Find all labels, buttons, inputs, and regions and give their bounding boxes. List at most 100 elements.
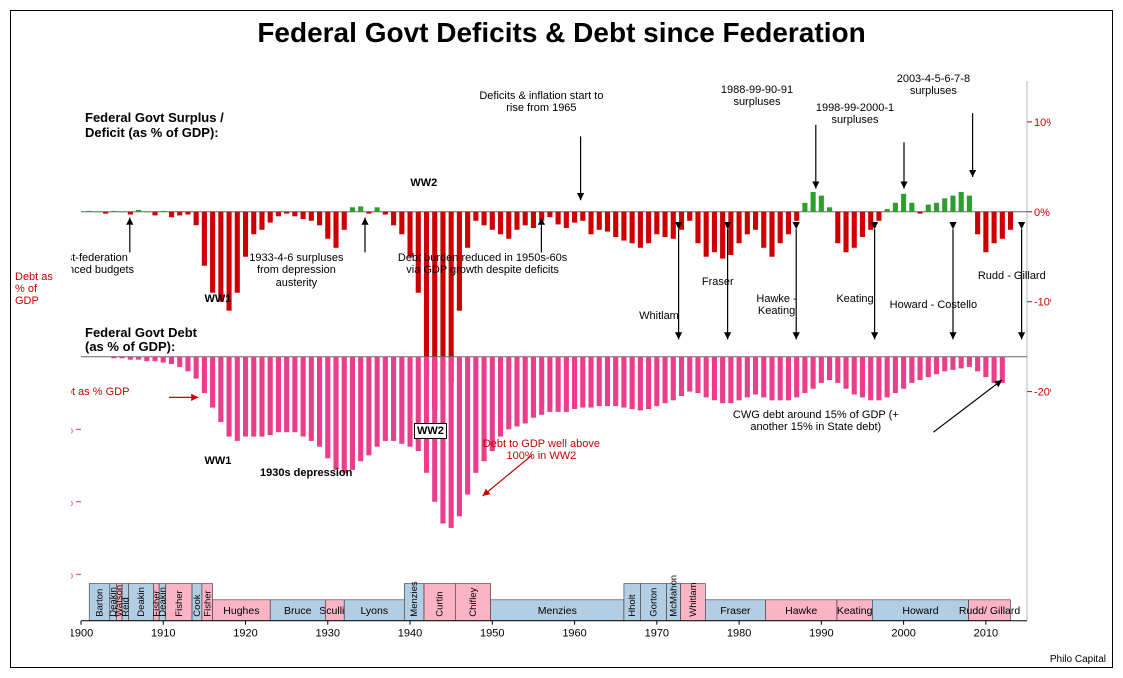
- deficit-bar: [975, 212, 980, 234]
- deficit-bar: [144, 212, 149, 213]
- debt-bar: [720, 357, 725, 403]
- x-axis-label: 1950: [480, 628, 504, 640]
- deficit-bar: [128, 212, 133, 215]
- deficit-bar: [794, 212, 799, 221]
- chart-frame: Federal Govt Deficits & Debt since Feder…: [10, 10, 1113, 668]
- debt-bar: [276, 357, 281, 432]
- deficit-bar: [506, 212, 511, 239]
- debt-bar: [572, 357, 577, 409]
- debt-bar: [539, 357, 544, 415]
- deficit-bar: [276, 212, 281, 216]
- deficit-bar: [819, 196, 824, 212]
- deficit-bar: [605, 212, 610, 232]
- debt-bar: [218, 357, 223, 422]
- debt-bar: [268, 357, 273, 435]
- deficit-bar: [580, 212, 585, 221]
- debt-bar: [514, 357, 519, 427]
- deficit-bar: [597, 212, 602, 230]
- annotation: Keating: [816, 293, 894, 305]
- debt-bar: [531, 357, 536, 418]
- annotation: 1933-4-6 surpluses from depression auste…: [238, 252, 356, 288]
- debt-bar: [1000, 357, 1005, 383]
- debt-bar: [580, 357, 585, 408]
- deficit-bar: [843, 212, 848, 252]
- pm-label: Whitlam: [688, 582, 699, 616]
- pm-label: Hawke: [785, 605, 817, 617]
- debt-bar: [909, 357, 914, 383]
- deficit-bar: [695, 212, 700, 243]
- deficit-bar: [712, 212, 717, 252]
- debt-bar: [185, 357, 190, 372]
- deficit-bar: [301, 212, 306, 219]
- debt-bar: [194, 357, 199, 379]
- deficit-bar: [366, 212, 371, 214]
- debt-bar: [885, 357, 890, 398]
- deficit-bar: [177, 212, 182, 216]
- pm-label: Menzies: [538, 605, 577, 617]
- deficit-bar: [852, 212, 857, 248]
- pm-label: Hughes: [223, 605, 259, 617]
- deficit-bar: [120, 212, 125, 213]
- debt-bar: [819, 357, 824, 383]
- debt-bar: [728, 357, 733, 403]
- annotation: Howard - Costello: [889, 299, 977, 311]
- deficit-bar: [473, 212, 478, 221]
- deficit-bar: [835, 212, 840, 243]
- deficit-bar: [136, 210, 141, 212]
- deficit-bar: [663, 212, 668, 237]
- debt-bar: [564, 357, 569, 412]
- deficit-bar: [152, 212, 157, 216]
- annotation: Debt burden reduced in 1950s-60s via GDP…: [394, 252, 570, 276]
- x-axis-label: 1940: [398, 628, 422, 640]
- deficit-bar: [942, 198, 947, 211]
- annotation: CWG debt around 15% of GDP (+ another 15…: [728, 409, 904, 433]
- debt-bar: [259, 357, 264, 437]
- deficit-bar: [383, 212, 388, 215]
- deficit-bar: [860, 212, 865, 237]
- annotation: WW2: [394, 177, 453, 189]
- debt-bar: [309, 357, 314, 441]
- debt-bar: [704, 357, 709, 398]
- svg-text:(as % of GDP):: (as % of GDP):: [85, 339, 175, 354]
- deficit-subtitle: Federal Govt Surplus /: [85, 110, 224, 125]
- deficit-bar: [268, 212, 273, 223]
- deficit-bar: [1008, 212, 1013, 230]
- debt-bar: [556, 357, 561, 412]
- deficit-bar: [309, 212, 314, 221]
- debt-bar: [292, 357, 297, 432]
- debt-bar: [992, 357, 997, 383]
- debt-bar: [811, 357, 816, 389]
- deficit-bar: [482, 212, 487, 225]
- x-axis-label: 1960: [562, 628, 586, 640]
- right-axis-label: -20%: [1034, 387, 1051, 399]
- debt-bar: [786, 357, 791, 401]
- deficit-bar: [868, 212, 873, 230]
- deficit-bar: [87, 211, 92, 212]
- debt-subtitle: Federal Govt Debt: [85, 325, 198, 340]
- pm-label: Fisher: [202, 590, 213, 616]
- deficit-bar: [531, 212, 536, 228]
- debt-bar: [366, 357, 371, 456]
- debt-bar: [342, 357, 347, 473]
- debt-bar: [111, 357, 116, 358]
- deficit-bar: [827, 207, 832, 211]
- debt-bar: [407, 357, 412, 447]
- deficit-bar: [745, 212, 750, 234]
- debt-bar: [794, 357, 799, 398]
- annotation: Rudd - Gillard: [978, 270, 1047, 282]
- debt-bar: [375, 357, 380, 447]
- deficit-bar: [786, 212, 791, 234]
- debt-bar: [227, 357, 232, 437]
- deficit-bar: [523, 212, 528, 225]
- pm-label: Menzies: [409, 581, 420, 617]
- deficit-bar: [465, 212, 470, 248]
- pm-label: Fraser: [720, 605, 751, 617]
- x-axis-label: 1990: [809, 628, 833, 640]
- deficit-bar: [498, 212, 503, 234]
- x-axis-label: 1920: [233, 628, 257, 640]
- annotation: Debt to GDP well above 100% in WW2: [473, 438, 610, 462]
- debt-bar: [975, 357, 980, 372]
- debt-bar: [761, 357, 766, 398]
- deficit-bar: [901, 194, 906, 212]
- debt-bar: [983, 357, 988, 377]
